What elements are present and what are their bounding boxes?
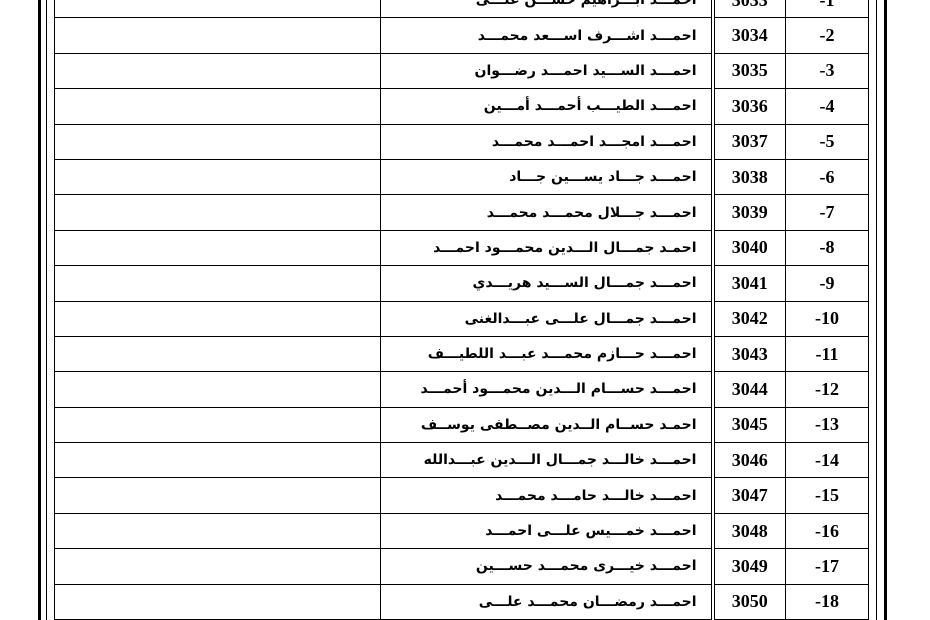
table-row: احمـــد رمضـــان محمـــد علـــى 3050 -18	[54, 583, 869, 620]
table-row: احمـــد الســـيد احمـــد رضـــوان 3035 -3	[54, 52, 869, 90]
index-cell: -6	[785, 158, 869, 196]
empty-cell	[54, 477, 381, 514]
table-row: احمـــد خالـــد حامـــد محمـــد 3047 -15	[54, 477, 869, 514]
code-cell: 3041	[710, 265, 786, 302]
empty-cell	[54, 406, 381, 444]
table-row: احمـــد جـــلال محمـــد محمـــد 3039 -7	[54, 194, 869, 231]
code-cell: 3035	[710, 52, 786, 90]
code-cell: 3038	[710, 158, 786, 196]
code-cell: 3043	[710, 335, 786, 373]
code-cell: 3034	[710, 17, 786, 54]
empty-cell	[54, 583, 381, 620]
table-row: احمـــد امجـــد احمـــد محمـــد 3037 -5	[54, 123, 869, 160]
student-table: احمـــد ابـــراهيم حســـن علـــى3033-1اح…	[54, 0, 869, 620]
empty-cell	[54, 442, 381, 479]
table-row: احمـــد ابـــراهيم حســـن علـــى3033-1	[54, 0, 869, 19]
index-cell: -11	[785, 335, 869, 373]
name-cell: احمـــد حســـام الـــدين محمـــود أحمـــ…	[380, 371, 713, 408]
index-cell: -8	[785, 229, 869, 267]
frame-line	[876, 0, 877, 620]
name-cell: احمـــد خيـــرى محمـــد حســـين	[380, 548, 713, 585]
name-cell: احمـــد خالـــد جمـــال الـــدين عبـــدا…	[380, 442, 713, 479]
code-cell: 3042	[710, 300, 786, 337]
table-row: احمـد حســام الــدين مصــطفى يوســف 3045-…	[54, 406, 869, 444]
index-cell: -15	[785, 477, 869, 514]
empty-cell	[54, 548, 381, 585]
index-cell: -14	[785, 442, 869, 479]
name-cell: احمـــد جمـــال علـــى عبـــدالغنى	[380, 300, 713, 337]
name-cell: احمـــد جـــلال محمـــد محمـــد	[380, 194, 713, 231]
index-cell: -18	[785, 583, 869, 620]
empty-cell	[54, 123, 381, 160]
frame-line	[46, 0, 47, 620]
index-cell: -16	[785, 512, 869, 550]
index-cell: -1	[785, 0, 869, 19]
name-cell: احمـــد حـــازم محمـــد عبـــد اللطيـــف	[380, 335, 713, 373]
name-cell: احمـــد خمـــيس علـــى احمـــد	[380, 512, 713, 550]
code-cell: 3044	[710, 371, 786, 408]
table-row: احمـــد حســـام الـــدين محمـــود أحمـــ…	[54, 371, 869, 408]
code-cell: 3048	[710, 512, 786, 550]
name-cell: احمـــد ابـــراهيم حســـن علـــى	[380, 0, 713, 19]
index-cell: -13	[785, 406, 869, 444]
empty-cell	[54, 52, 381, 90]
code-cell: 3037	[710, 123, 786, 160]
name-cell: احمـــد جـــاد يســـين جـــاد	[380, 158, 713, 196]
empty-cell	[54, 17, 381, 54]
index-cell: -10	[785, 300, 869, 337]
name-cell: احمـــد جمـــال الســـيد هريـــدي	[380, 265, 713, 302]
code-cell: 3050	[710, 583, 786, 620]
index-cell: -7	[785, 194, 869, 231]
code-cell: 3033	[710, 0, 786, 19]
index-cell: -4	[785, 88, 869, 125]
table-row: احمـــد اشـــرف اســـعد محمـــد 3034 -2	[54, 17, 869, 54]
code-cell: 3046	[710, 442, 786, 479]
code-cell: 3040	[710, 229, 786, 267]
index-cell: -5	[785, 123, 869, 160]
index-cell: -3	[785, 52, 869, 90]
frame-line	[38, 0, 41, 620]
table-row: احمـــد الطيـــب أحمـــد أمـــين 3036 -4	[54, 88, 869, 125]
empty-cell	[54, 88, 381, 125]
empty-cell	[54, 158, 381, 196]
name-cell: احمـــد رمضـــان محمـــد علـــى	[380, 583, 713, 620]
table-row: احمـــد جمـــال علـــى عبـــدالغنى 3042 -1…	[54, 300, 869, 337]
name-cell: احمـد حســام الــدين مصــطفى يوســف	[380, 406, 713, 444]
name-cell: احمـــد خالـــد حامـــد محمـــد	[380, 477, 713, 514]
frame-line	[884, 0, 887, 620]
table-row: احمـــد حـــازم محمـــد عبـــد اللطيـــف…	[54, 335, 869, 373]
code-cell: 3036	[710, 88, 786, 125]
code-cell: 3049	[710, 548, 786, 585]
name-cell: احمـــد امجـــد احمـــد محمـــد	[380, 123, 713, 160]
empty-cell	[54, 0, 381, 19]
code-cell: 3047	[710, 477, 786, 514]
index-cell: -9	[785, 265, 869, 302]
empty-cell	[54, 265, 381, 302]
table-row: احمـــد خالـــد جمـــال الـــدين عبـــدا…	[54, 442, 869, 479]
empty-cell	[54, 371, 381, 408]
table-row: احمـد جمـــال الـــدين محمـــود احمـــد 3…	[54, 229, 869, 267]
empty-cell	[54, 229, 381, 267]
name-cell: احمـــد اشـــرف اســـعد محمـــد	[380, 17, 713, 54]
name-cell: احمـــد الســـيد احمـــد رضـــوان	[380, 52, 713, 90]
table-row: احمـــد جمـــال الســـيد هريـــدي 3041 -9	[54, 265, 869, 302]
index-cell: -2	[785, 17, 869, 54]
empty-cell	[54, 512, 381, 550]
empty-cell	[54, 335, 381, 373]
table-row: احمـــد خمـــيس علـــى احمـــد 3048 -16	[54, 512, 869, 550]
empty-cell	[54, 194, 381, 231]
table-row: احمـــد خيـــرى محمـــد حســـين 3049 -17	[54, 548, 869, 585]
index-cell: -12	[785, 371, 869, 408]
name-cell: احمـــد الطيـــب أحمـــد أمـــين	[380, 88, 713, 125]
table-row: احمـــد جـــاد يســـين جـــاد 3038 -6	[54, 158, 869, 196]
index-cell: -17	[785, 548, 869, 585]
code-cell: 3045	[710, 406, 786, 444]
name-cell: احمـد جمـــال الـــدين محمـــود احمـــد	[380, 229, 713, 267]
code-cell: 3039	[710, 194, 786, 231]
empty-cell	[54, 300, 381, 337]
